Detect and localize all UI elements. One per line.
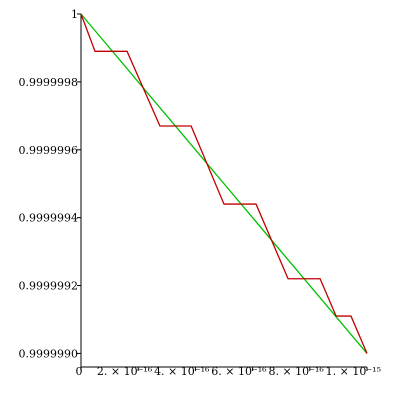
x-tick-label: 6. × 10⁻¹⁶ — [211, 365, 267, 378]
line — [80, 13, 368, 354]
y-tick-label: 0.9999998 — [19, 76, 79, 89]
y-tick-label: 0.9999994 — [19, 212, 79, 225]
y-tick-label: 0.9999996 — [19, 144, 79, 157]
y-tick-label: 1 — [71, 8, 78, 21]
x-tick-label: 0 — [76, 365, 83, 378]
y-tick-label: 0.9999990 — [19, 347, 79, 360]
x-tick-label: 1. × 10⁻¹⁵ — [326, 365, 381, 378]
x-tick-label: 4. × 10⁻¹⁶ — [154, 365, 210, 378]
x-tick-label: 2. × 10⁻¹⁶ — [97, 365, 153, 378]
line — [80, 13, 368, 354]
y-tick-label: 0.9999992 — [19, 280, 79, 293]
x-tick-label: 8. × 10⁻¹⁶ — [268, 365, 324, 378]
